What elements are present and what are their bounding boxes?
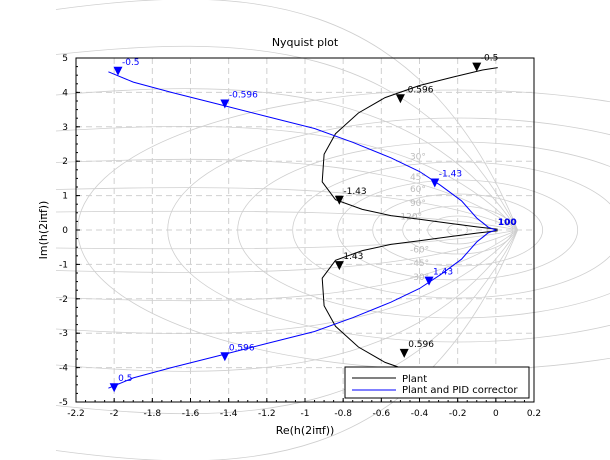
isophase-curve xyxy=(55,229,518,372)
x-tick-label: -1 xyxy=(301,409,310,419)
x-tick-label: 0.2 xyxy=(527,409,541,419)
series-frequency-label: 0.596 xyxy=(229,343,255,353)
isophase-curve xyxy=(55,0,519,231)
series-arrow-marker xyxy=(395,94,405,104)
series-frequency-label: 100 xyxy=(498,218,517,228)
grid-curve-label: 60° xyxy=(410,185,426,195)
series-frequency-label: 0.5 xyxy=(118,374,132,384)
series-frequency-label: -1.43 xyxy=(343,187,366,197)
series-arrow-marker xyxy=(334,195,344,205)
grid-curve-label: 90° xyxy=(410,199,426,209)
series-layer: -0.5 -0.596 -1.43 100 1.43 0.596 0.5 -0.5 -0.596… xyxy=(108,54,517,393)
x-tick-label: -0.2 xyxy=(449,409,467,419)
x-tick-label: -2.2 xyxy=(67,409,85,419)
y-tick-label: 1 xyxy=(62,192,68,202)
x-tick-label: -1.6 xyxy=(182,409,200,419)
series-arrow-marker xyxy=(109,383,119,393)
isophase-curve xyxy=(55,229,518,302)
series-frequency-label: -0.5 xyxy=(481,54,499,64)
series-arrow-marker xyxy=(113,66,123,76)
y-tick-label: -3 xyxy=(59,329,68,339)
series-frequency-label: 0.596 xyxy=(408,340,434,350)
x-tick-label: 0 xyxy=(493,409,499,419)
series-frequency-label: -0.596 xyxy=(229,90,258,100)
legend-label-pid: Plant and PID corrector xyxy=(402,385,518,396)
series-arrow-marker xyxy=(220,352,230,362)
series-line xyxy=(108,71,498,389)
isophase-curve xyxy=(55,187,518,231)
x-tick-label: -1.4 xyxy=(220,409,238,419)
y-axis-label: Im(h(2iπf)) xyxy=(37,201,50,260)
isophase-curve xyxy=(55,158,518,231)
series-line xyxy=(321,67,498,230)
y-tick-label: 4 xyxy=(62,88,68,98)
x-tick-label: -2 xyxy=(110,409,119,419)
isophase-curve xyxy=(55,88,518,231)
series-arrow-marker xyxy=(334,261,344,271)
isophase-curve xyxy=(55,125,518,231)
isophase-curve xyxy=(55,229,519,460)
x-tick-label: -0.6 xyxy=(373,409,391,419)
series-frequency-label: -1.43 xyxy=(439,170,462,180)
series-frequency-label: 100 xyxy=(498,218,517,228)
legend-label-plant: Plant xyxy=(402,374,427,385)
series-frequency-label: -0.5 xyxy=(122,58,140,68)
y-tick-label: -4 xyxy=(59,364,68,374)
isophase-curve xyxy=(55,229,519,415)
y-tick-label: 3 xyxy=(62,123,68,133)
chart-title: Nyquist plot xyxy=(272,36,339,49)
x-axis-label: Re(h(2iπf)) xyxy=(276,424,335,437)
grid-curve-label: 30° xyxy=(410,152,426,162)
isophase-curve xyxy=(55,210,518,231)
series-arrow-marker xyxy=(424,276,434,286)
grid-curve-label: -30° xyxy=(410,273,429,283)
isophase-curve xyxy=(55,229,518,335)
isophase-curve xyxy=(55,229,518,273)
y-tick-label: -2 xyxy=(59,295,68,305)
y-tick-label: 0 xyxy=(62,226,68,236)
series-frequency-label: 1.43 xyxy=(433,268,453,278)
legend-box xyxy=(344,366,530,399)
grid-curve-label: 45° xyxy=(410,173,426,183)
y-tick-label: 5 xyxy=(62,54,68,64)
series-arrow-marker xyxy=(220,99,230,109)
grid-curve-label: 120° xyxy=(400,213,422,223)
x-tick-label: -0.8 xyxy=(334,409,352,419)
isophase-curve xyxy=(55,229,518,250)
series-frequency-label: 1.43 xyxy=(343,252,363,262)
y-tick-label: -5 xyxy=(59,398,68,408)
axis-ticks: -2.2 -2 -1.8 -1.6 -1.4 -1.2 -1 -0.8 -0.6 -0.4 -0.2… xyxy=(59,54,541,419)
x-tick-label: -0.4 xyxy=(411,409,429,419)
y-tick-label: 2 xyxy=(62,157,68,167)
series-frequency-label: -0.596 xyxy=(404,85,433,95)
x-tick-label: -1.2 xyxy=(258,409,276,419)
series-arrow-marker xyxy=(472,62,482,72)
series-arrow-marker xyxy=(399,348,409,358)
y-tick-label: -1 xyxy=(59,260,68,270)
series-arrow-marker xyxy=(430,178,440,188)
x-tick-label: -1.8 xyxy=(144,409,162,419)
legend: Plant Plant and PID corrector xyxy=(344,366,530,399)
isophase-curve xyxy=(55,45,519,231)
